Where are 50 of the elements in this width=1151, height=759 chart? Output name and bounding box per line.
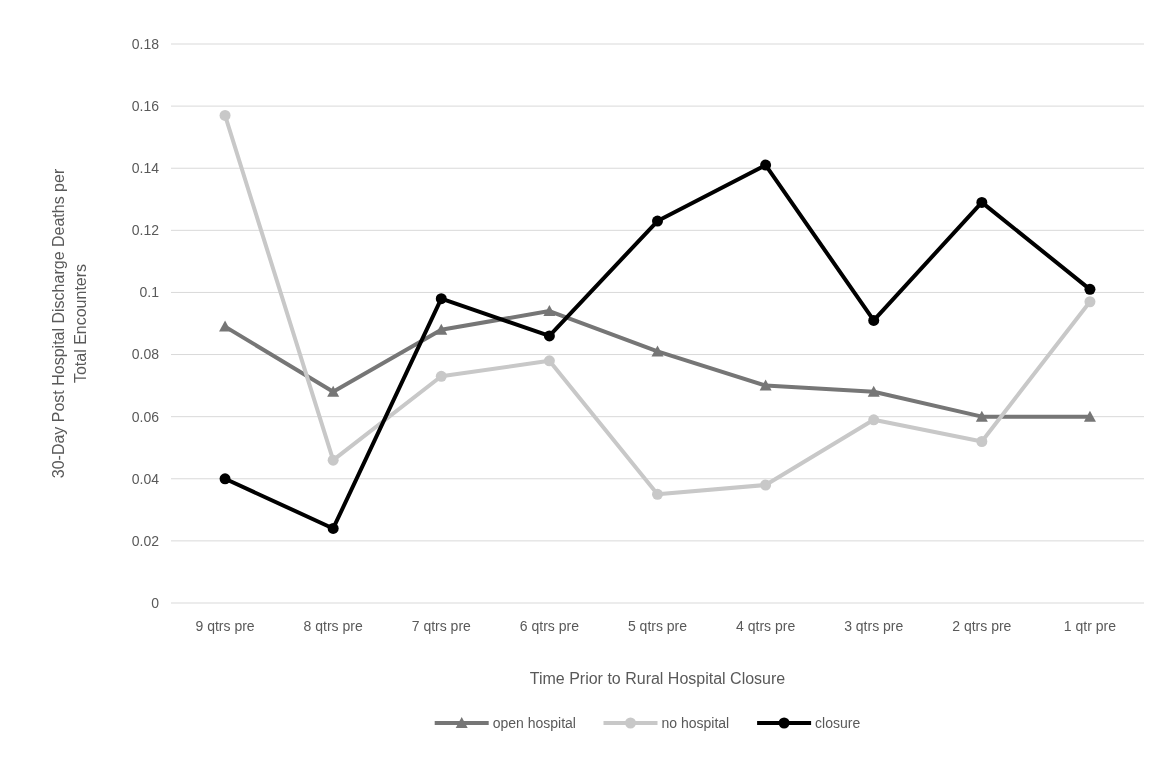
legend-label: no hospital bbox=[661, 714, 730, 731]
point bbox=[543, 305, 556, 317]
point bbox=[327, 522, 339, 534]
point bbox=[760, 159, 772, 171]
point bbox=[435, 293, 447, 305]
point bbox=[868, 314, 880, 326]
point bbox=[1084, 283, 1096, 295]
y-tick-label: 0.12 bbox=[131, 222, 160, 239]
y-tick-label: 0.04 bbox=[131, 470, 160, 487]
x-tick-label: 6 qtrs pre bbox=[519, 618, 580, 634]
x-axis-title: Time Prior to Rural Hospital Closure bbox=[529, 670, 786, 687]
y-tick-label: 0.1 bbox=[139, 284, 160, 301]
point bbox=[435, 370, 447, 382]
point bbox=[327, 454, 339, 466]
point bbox=[652, 488, 663, 500]
point bbox=[652, 215, 663, 227]
x-tick-label: 9 qtrs pre bbox=[195, 618, 255, 634]
point bbox=[759, 379, 772, 391]
x-tick-label: 5 qtrs pre bbox=[627, 618, 688, 634]
x-tick-label: 2 qtrs pre bbox=[952, 618, 1012, 634]
point bbox=[219, 473, 231, 485]
point bbox=[543, 355, 555, 367]
x-tick-label: 7 qtrs pre bbox=[411, 618, 472, 634]
point bbox=[435, 323, 448, 335]
y-tick-label: 0.08 bbox=[131, 346, 160, 363]
y-axis-title: 30-Day Post Hospital Discharge Deaths per Total Encounters bbox=[50, 168, 89, 479]
point bbox=[1084, 296, 1096, 308]
y-tick-label: 0.06 bbox=[131, 408, 160, 425]
y-tick-label: 0.16 bbox=[131, 98, 160, 115]
x-tick-label: 4 qtrs pre bbox=[736, 618, 796, 634]
legend-label: closure bbox=[815, 714, 861, 731]
y-tick-label: 0.18 bbox=[131, 35, 160, 52]
point bbox=[867, 385, 880, 397]
x-tick-label: 1 qtr pre bbox=[1063, 618, 1117, 634]
point bbox=[760, 479, 772, 491]
point bbox=[976, 436, 988, 448]
point bbox=[651, 345, 664, 357]
point bbox=[868, 414, 880, 426]
legend-label: open hospital bbox=[492, 714, 576, 731]
x-tick-label: 8 qtrs pre bbox=[303, 618, 363, 634]
y-tick-label: 0 bbox=[151, 594, 160, 611]
y-tick-label: 0.14 bbox=[131, 160, 160, 177]
point bbox=[975, 410, 988, 422]
point bbox=[543, 330, 555, 342]
x-tick-label: 3 qtrs pre bbox=[844, 618, 904, 634]
point bbox=[219, 109, 231, 121]
point bbox=[327, 385, 340, 397]
y-tick-label: 0.02 bbox=[131, 532, 160, 549]
point bbox=[976, 196, 988, 208]
point bbox=[1083, 410, 1096, 422]
